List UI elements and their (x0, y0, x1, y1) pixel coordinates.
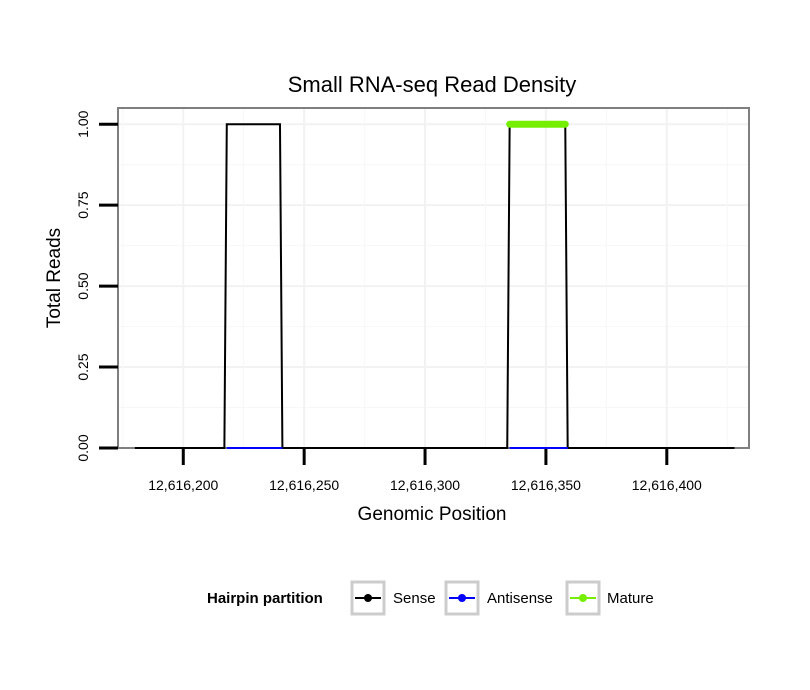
y-tick-label: 0.00 (75, 434, 91, 461)
legend-label: Mature (607, 590, 654, 607)
legend-key-point (364, 594, 372, 602)
legend: Hairpin partition Sense Antisense Mature (207, 580, 654, 616)
x-tick-label: 12,616,350 (511, 477, 581, 493)
y-tick-label: 1.00 (75, 110, 91, 137)
grid (118, 108, 749, 449)
chart-title: Small RNA-seq Read Density (288, 72, 577, 97)
legend-key-point (579, 594, 587, 602)
legend-title: Hairpin partition (207, 590, 323, 607)
legend-label: Sense (393, 590, 436, 607)
legend-label: Antisense (487, 590, 553, 607)
y-tick-label: 0.25 (75, 353, 91, 380)
y-tick-label: 0.50 (75, 272, 91, 299)
y-axis-label: Total Reads (44, 228, 65, 328)
x-axis: 12,616,200 12,616,250 12,616,300 12,616,350… (148, 448, 702, 493)
series-layer (134, 120, 735, 449)
y-axis: 0.00 0.25 0.50 0.75 1.00 (75, 110, 118, 462)
x-tick-label: 12,616,250 (269, 477, 339, 493)
x-tick-label: 12,616,400 (632, 477, 702, 493)
legend-items: Sense Antisense Mature (350, 580, 654, 616)
x-axis-label: Genomic Position (358, 504, 507, 525)
legend-key-point (458, 594, 466, 602)
x-tick-label: 12,616,300 (390, 477, 460, 493)
panel-border (117, 107, 750, 449)
series-sense-line (134, 123, 735, 449)
y-tick-label: 0.75 (75, 191, 91, 218)
x-tick-label: 12,616,200 (148, 477, 218, 493)
